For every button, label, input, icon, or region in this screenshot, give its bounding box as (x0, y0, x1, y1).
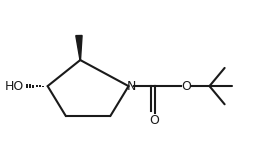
Text: O: O (181, 80, 191, 93)
Text: N: N (127, 80, 136, 93)
Text: O: O (150, 114, 160, 127)
Polygon shape (76, 36, 82, 60)
Text: HO: HO (5, 80, 24, 93)
